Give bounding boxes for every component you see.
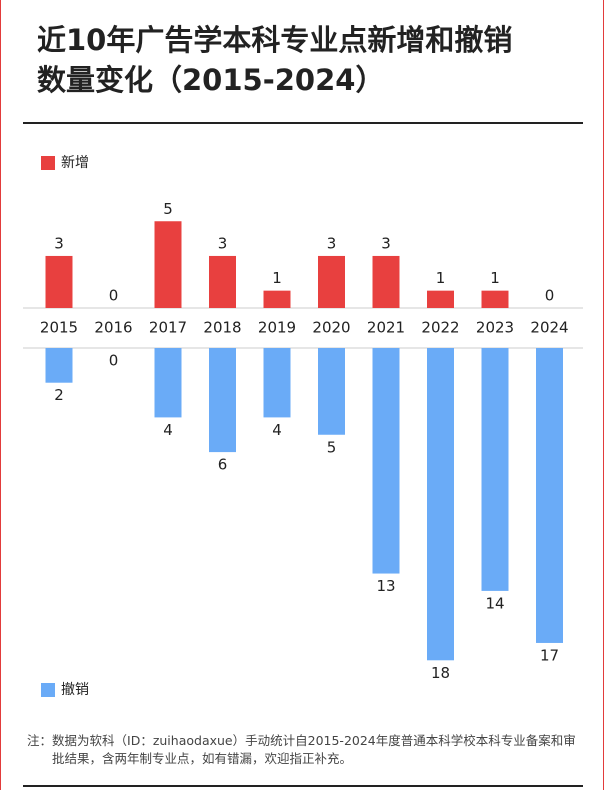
data-label: 3 xyxy=(54,234,64,252)
data-label: 6 xyxy=(218,456,228,474)
legend-swatch xyxy=(41,156,55,170)
data-label: 5 xyxy=(327,438,337,456)
data-label: 3 xyxy=(327,234,337,252)
data-label: 4 xyxy=(163,421,173,439)
bar xyxy=(154,348,182,418)
data-label: 1 xyxy=(436,269,446,287)
x-tick-label: 2023 xyxy=(476,319,514,337)
data-label: 3 xyxy=(218,234,228,252)
legend-label: 撤销 xyxy=(61,682,89,698)
data-label: 14 xyxy=(485,594,504,612)
bar xyxy=(263,348,291,418)
data-label: 18 xyxy=(431,664,450,682)
x-tick-label: 2022 xyxy=(421,319,459,337)
bar xyxy=(427,290,454,308)
note-text: 数据为软科（ID：zuihaodaxue）手动统计自2015-2024年度普通本… xyxy=(52,733,576,766)
title-line: 近10年广告学本科专业点新增和撤销 xyxy=(37,23,513,57)
note-label: 注： xyxy=(27,733,53,748)
data-label: 5 xyxy=(163,200,173,218)
legend-swatch xyxy=(41,683,55,697)
divider xyxy=(23,785,583,787)
chart-title: 近10年广告学本科专业点新增和撤销 数量变化（2015-2024） xyxy=(37,20,512,100)
divider xyxy=(23,122,583,124)
title-line: 数量变化（2015-2024） xyxy=(37,63,385,97)
data-label: 3 xyxy=(381,234,391,252)
data-label: 4 xyxy=(272,421,282,439)
bar xyxy=(45,348,73,383)
x-tick-label: 2018 xyxy=(203,319,241,337)
bar xyxy=(481,348,509,591)
bar xyxy=(536,348,563,643)
data-label: 0 xyxy=(109,287,119,305)
x-tick-label: 2019 xyxy=(258,319,296,337)
data-label: 17 xyxy=(540,646,559,664)
data-label: 0 xyxy=(109,352,119,370)
bar xyxy=(318,348,345,435)
bar xyxy=(154,221,182,308)
chart: 新增撤销201532201600201754201836201914202035… xyxy=(23,155,583,698)
bar xyxy=(318,255,345,308)
bar xyxy=(209,255,236,308)
x-tick-label: 2024 xyxy=(530,319,568,337)
legend-label: 新增 xyxy=(61,155,89,171)
bar xyxy=(263,290,291,308)
bar xyxy=(427,348,454,661)
bar xyxy=(372,348,400,574)
bar xyxy=(481,290,509,308)
bar xyxy=(209,348,236,453)
data-label: 0 xyxy=(545,287,555,305)
data-label: 2 xyxy=(54,386,64,404)
x-tick-label: 2016 xyxy=(94,319,132,337)
x-tick-label: 2017 xyxy=(149,319,187,337)
x-tick-label: 2015 xyxy=(40,319,78,337)
x-tick-label: 2021 xyxy=(367,319,405,337)
note: 注： 数据为软科（ID：zuihaodaxue）手动统计自2015-2024年度… xyxy=(27,732,587,768)
bar xyxy=(372,255,400,308)
data-label: 1 xyxy=(490,269,500,287)
data-label: 13 xyxy=(376,577,395,595)
x-tick-label: 2020 xyxy=(312,319,350,337)
bar xyxy=(45,255,73,308)
data-label: 1 xyxy=(272,269,282,287)
